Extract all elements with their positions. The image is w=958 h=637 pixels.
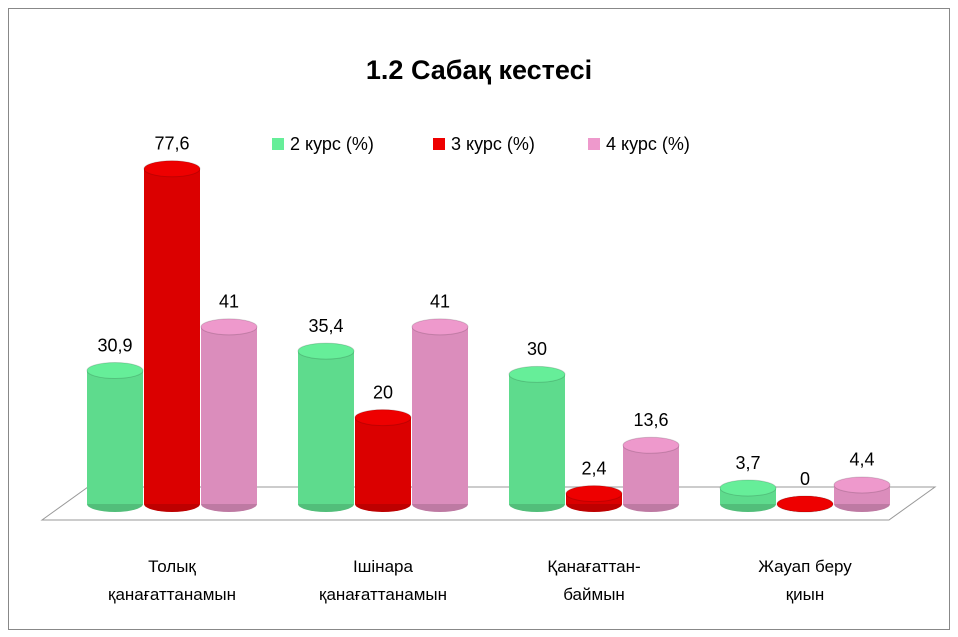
data-label: 77,6 — [154, 134, 189, 154]
data-label: 0 — [800, 469, 810, 489]
legend-swatch — [588, 138, 600, 150]
bar-top — [565, 485, 623, 503]
bar-body — [144, 168, 200, 504]
bar — [354, 409, 412, 512]
bar — [833, 476, 891, 512]
data-label: 4,4 — [849, 450, 874, 470]
data-label: 2,4 — [581, 458, 606, 478]
data-label: 20 — [373, 382, 393, 402]
x-tick-label: Ішінара қанағаттанамын — [319, 557, 447, 604]
legend-label: 3 курс (%) — [451, 134, 535, 154]
bar-top — [200, 318, 258, 336]
bar-top — [143, 160, 201, 178]
bar-body — [201, 326, 257, 504]
bar-body — [298, 351, 354, 504]
data-label: 13,6 — [633, 410, 668, 430]
data-label: 41 — [430, 292, 450, 312]
x-tick-label: Қанағаттан- баймын — [547, 557, 641, 604]
bar-top — [354, 409, 412, 427]
bar — [719, 479, 777, 512]
bar — [143, 160, 201, 512]
bar-top — [297, 342, 355, 360]
bar — [776, 495, 834, 513]
bar — [508, 365, 566, 512]
bar — [297, 342, 355, 512]
bar-top — [508, 365, 566, 383]
data-label: 30,9 — [97, 335, 132, 355]
bar-body — [355, 417, 411, 504]
bar — [200, 318, 258, 512]
bar-body — [509, 374, 565, 504]
data-label: 30 — [527, 339, 547, 359]
legend-swatch — [272, 138, 284, 150]
bar-top — [776, 495, 834, 513]
chart-title: 1.2 Сабақ кестесі — [366, 55, 592, 85]
bar-top — [86, 362, 144, 380]
legend-label: 2 курс (%) — [290, 134, 374, 154]
bar — [565, 485, 623, 512]
x-tick-label: Толық қанағаттанамын — [108, 557, 236, 604]
bar — [86, 362, 144, 512]
bar-body — [623, 445, 679, 504]
legend-label: 4 курс (%) — [606, 134, 690, 154]
bar — [411, 318, 469, 512]
data-label: 41 — [219, 292, 239, 312]
legend-swatch — [433, 138, 445, 150]
bar-top — [622, 436, 680, 454]
x-tick-label: Жауап беру қиын — [758, 557, 852, 604]
data-label: 35,4 — [308, 316, 343, 336]
floor — [40, 486, 937, 521]
data-label: 3,7 — [735, 453, 760, 473]
bar-top — [833, 476, 891, 494]
bar — [622, 436, 680, 512]
bar-body — [412, 326, 468, 504]
bar-body — [87, 370, 143, 504]
bar-top — [719, 479, 777, 497]
bar-top — [411, 318, 469, 336]
